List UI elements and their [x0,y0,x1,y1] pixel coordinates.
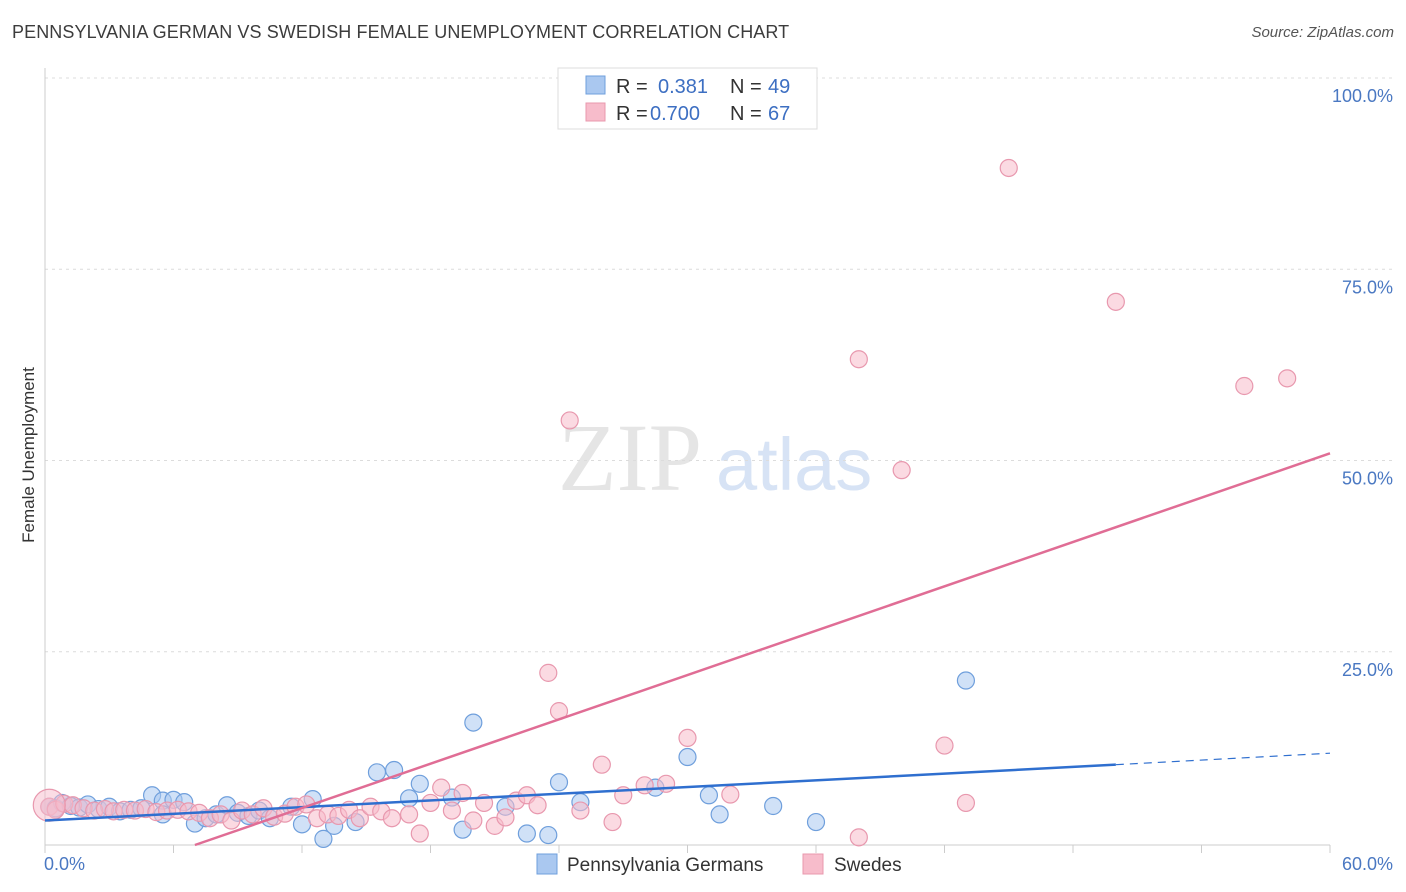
pink-point-62 [1106,292,1125,311]
blue-point-45 [764,796,783,816]
cluster-point-origin [32,788,66,822]
bottom-legend-swatch-blue [536,853,558,875]
pink-point-40 [464,811,483,830]
pink-point-54 [656,774,676,793]
pink-point-37 [432,778,451,797]
pink-trend-line [194,452,1331,847]
pink-point-30 [350,809,369,828]
blue-point-31 [399,789,419,808]
legend-n-label-pink: N = [730,103,762,125]
pink-point-43 [496,808,515,827]
y-tick-label-50: 50.0% [1342,469,1393,489]
blue-trend-line-extension [1115,752,1331,766]
blue-point-46 [956,671,976,690]
pink-point-61 [999,158,1018,178]
y-tick-label-75: 75.0% [1342,277,1393,297]
pink-point-47 [539,663,558,682]
legend-r-label-pink: R = [616,103,648,125]
pink-point-51 [603,812,622,832]
blue-point-37 [517,824,536,843]
pink-point-57 [849,350,868,369]
pink-point-53 [635,776,654,795]
pink-point-33 [382,809,402,828]
blue-point-32 [410,774,429,793]
pink-point-55 [678,728,697,748]
blue-point-35 [464,713,483,732]
pink-point-56 [721,785,740,804]
pink-point-64 [1278,369,1297,388]
chart-title: PENNSYLVANIA GERMAN VS SWEDISH FEMALE UN… [12,22,790,42]
blue-point-42 [678,747,697,767]
watermark-atlas: atlas [716,423,872,506]
pink-point-63 [1235,376,1254,396]
pink-point-60 [956,793,976,813]
bottom-legend-swatch-pink [802,853,824,875]
x-tick-label-max: 60.0% [1342,854,1393,874]
pink-point-36 [421,793,440,813]
pink-point-35 [410,824,429,843]
data-points [32,158,1297,848]
bottom-legend: Pennsylvania Germans Swedes [536,853,902,876]
legend-n-label-blue: N = [730,76,762,98]
legend-n-value-blue: 49 [768,76,790,98]
blue-point-38 [539,825,558,845]
pink-point-49 [571,801,590,820]
axes [44,68,1331,853]
pink-point-46 [528,796,547,815]
pink-point-59 [935,736,954,755]
legend-swatch-pink [585,102,606,122]
legend-swatch-blue [585,75,606,95]
chart-source: Source: ZipAtlas.com [1251,24,1394,41]
top-legend: R = 0.381 N = 49 R = 0.700 N = 67 [557,67,818,130]
pink-point-38 [442,801,462,820]
blue-trend-line [44,763,1116,822]
legend-r-value-blue: 0.381 [658,76,708,98]
legend-r-label-blue: R = [616,76,648,98]
legend-n-value-pink: 67 [768,103,790,125]
watermark-zip: ZIP [558,404,702,511]
y-tick-label-100: 100.0% [1332,86,1393,106]
pink-point-39 [453,783,472,803]
y-tick-label-25: 25.0% [1342,660,1393,680]
bottom-legend-label-blue: Pennsylvania Germans [567,855,763,876]
trend-lines [44,452,1331,847]
blue-point-44 [710,805,729,824]
grid-lines [45,77,1392,653]
pink-point-65 [849,828,868,847]
pink-point-66 [560,411,579,430]
blue-point-47 [806,812,826,832]
legend-r-value-pink: 0.700 [650,103,700,125]
blue-point-29 [367,763,387,782]
pink-point-58 [892,461,911,480]
blue-point-26 [314,829,333,848]
pink-point-34 [399,805,419,824]
blue-point-43 [699,786,719,805]
tick-labels: 25.0% 50.0% 75.0% 100.0% 0.0% 60.0% [44,86,1393,874]
bottom-legend-label-pink: Swedes [834,855,902,876]
blue-point-39 [549,773,569,792]
x-tick-label-min: 0.0% [44,854,85,874]
pink-point-50 [592,755,611,774]
y-axis-label: Female Unemployment [19,367,38,543]
